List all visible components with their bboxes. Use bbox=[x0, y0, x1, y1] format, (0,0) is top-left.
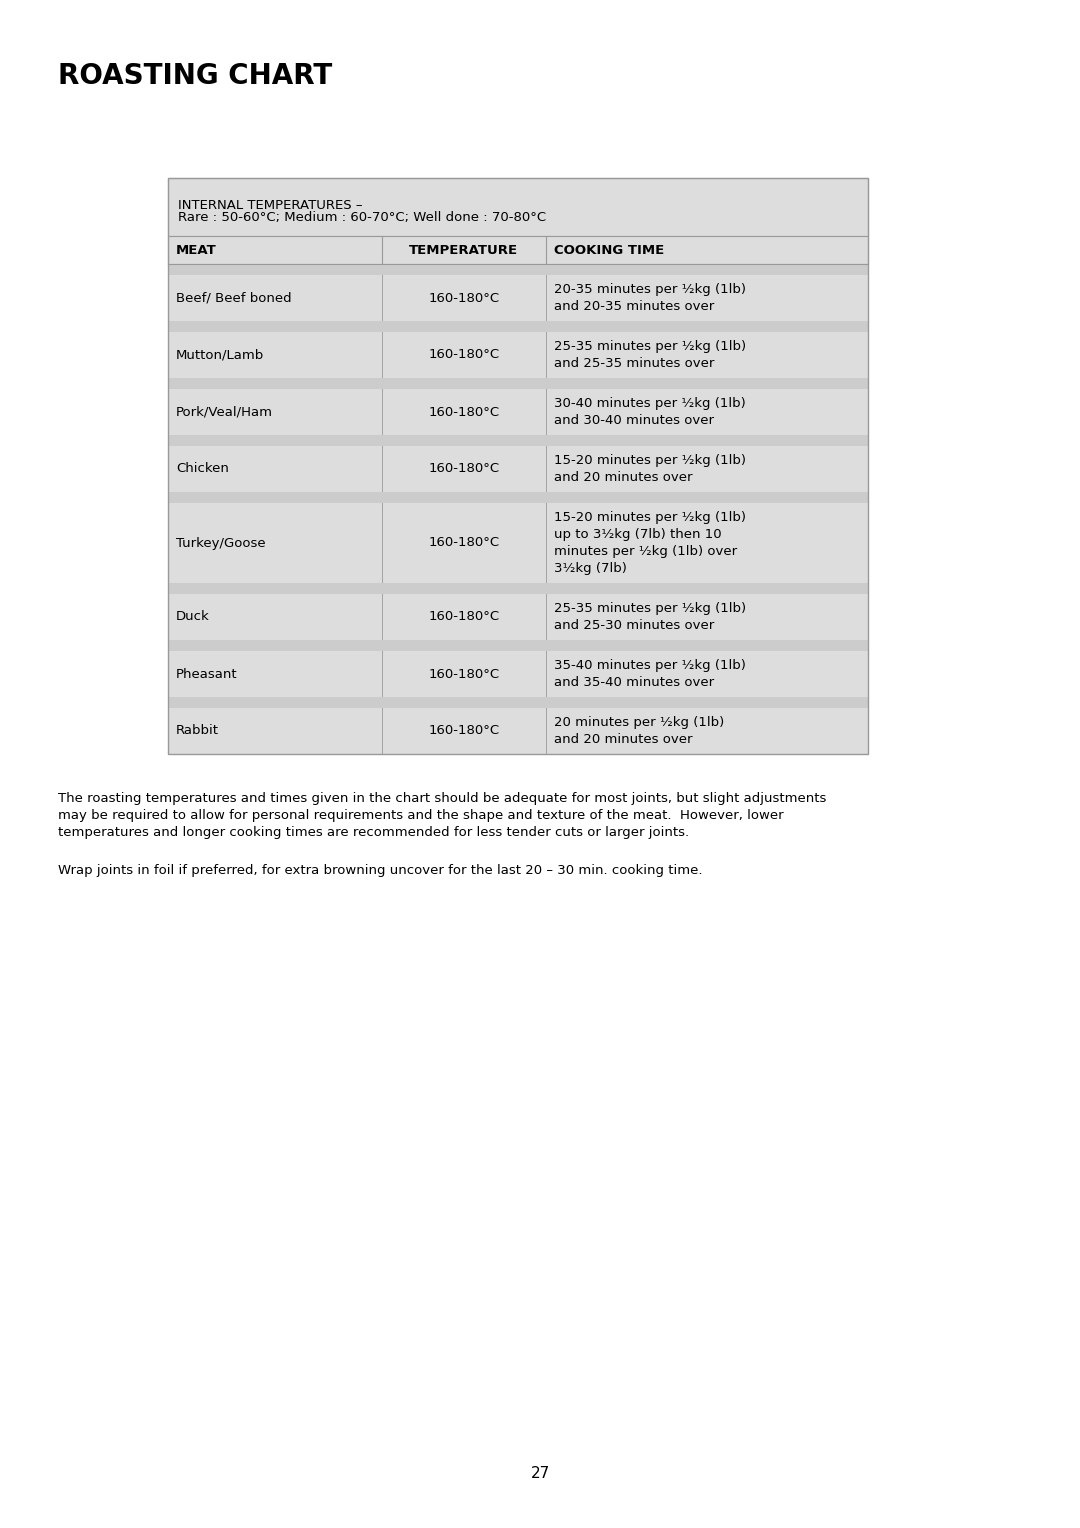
Text: 20 minutes per ½kg (1lb)
and 20 minutes over: 20 minutes per ½kg (1lb) and 20 minutes … bbox=[554, 717, 725, 746]
Bar bbox=[168, 651, 868, 697]
Bar bbox=[168, 594, 868, 640]
Bar bbox=[168, 707, 868, 753]
Text: INTERNAL TEMPERATURES –: INTERNAL TEMPERATURES – bbox=[178, 199, 363, 212]
Text: 20-35 minutes per ½kg (1lb)
and 20-35 minutes over: 20-35 minutes per ½kg (1lb) and 20-35 mi… bbox=[554, 283, 746, 313]
Text: 27: 27 bbox=[530, 1465, 550, 1481]
Text: Duck: Duck bbox=[176, 611, 210, 623]
Text: Mutton/Lamb: Mutton/Lamb bbox=[176, 348, 265, 362]
Bar bbox=[168, 321, 868, 332]
Bar bbox=[168, 332, 868, 377]
Text: TEMPERATURE: TEMPERATURE bbox=[409, 243, 518, 257]
Text: ROASTING CHART: ROASTING CHART bbox=[58, 63, 333, 90]
Bar bbox=[168, 264, 868, 275]
Text: 30-40 minutes per ½kg (1lb)
and 30-40 minutes over: 30-40 minutes per ½kg (1lb) and 30-40 mi… bbox=[554, 397, 746, 426]
Text: The roasting temperatures and times given in the chart should be adequate for mo: The roasting temperatures and times give… bbox=[58, 792, 826, 839]
Bar bbox=[168, 390, 868, 435]
Text: 15-20 minutes per ½kg (1lb)
up to 3½kg (7lb) then 10
minutes per ½kg (1lb) over
: 15-20 minutes per ½kg (1lb) up to 3½kg (… bbox=[554, 510, 746, 575]
Bar bbox=[168, 435, 868, 446]
Text: 160-180°C: 160-180°C bbox=[428, 463, 499, 475]
Bar bbox=[168, 503, 868, 584]
Bar bbox=[168, 177, 868, 753]
Bar bbox=[168, 177, 868, 235]
Text: Pheasant: Pheasant bbox=[176, 668, 238, 680]
Text: Wrap joints in foil if preferred, for extra browning uncover for the last 20 – 3: Wrap joints in foil if preferred, for ex… bbox=[58, 863, 702, 877]
Bar bbox=[168, 377, 868, 390]
Bar bbox=[168, 584, 868, 594]
Text: Pork/Veal/Ham: Pork/Veal/Ham bbox=[176, 405, 273, 419]
Bar bbox=[168, 492, 868, 503]
Text: Rabbit: Rabbit bbox=[176, 724, 219, 738]
Text: 160-180°C: 160-180°C bbox=[428, 292, 499, 304]
Bar bbox=[168, 697, 868, 707]
Text: 160-180°C: 160-180°C bbox=[428, 348, 499, 362]
Text: Beef/ Beef boned: Beef/ Beef boned bbox=[176, 292, 292, 304]
Text: MEAT: MEAT bbox=[176, 243, 217, 257]
Text: COOKING TIME: COOKING TIME bbox=[554, 243, 664, 257]
Text: Turkey/Goose: Turkey/Goose bbox=[176, 536, 266, 550]
Text: 35-40 minutes per ½kg (1lb)
and 35-40 minutes over: 35-40 minutes per ½kg (1lb) and 35-40 mi… bbox=[554, 659, 746, 689]
Text: 15-20 minutes per ½kg (1lb)
and 20 minutes over: 15-20 minutes per ½kg (1lb) and 20 minut… bbox=[554, 454, 746, 484]
Bar bbox=[168, 446, 868, 492]
Text: 160-180°C: 160-180°C bbox=[428, 724, 499, 738]
Text: 25-35 minutes per ½kg (1lb)
and 25-35 minutes over: 25-35 minutes per ½kg (1lb) and 25-35 mi… bbox=[554, 341, 746, 370]
Bar bbox=[168, 275, 868, 321]
Text: Rare : 50-60°C; Medium : 60-70°C; Well done : 70-80°C: Rare : 50-60°C; Medium : 60-70°C; Well d… bbox=[178, 211, 546, 225]
Text: 160-180°C: 160-180°C bbox=[428, 536, 499, 550]
Bar bbox=[168, 640, 868, 651]
Text: Chicken: Chicken bbox=[176, 463, 229, 475]
Text: 160-180°C: 160-180°C bbox=[428, 611, 499, 623]
Text: 160-180°C: 160-180°C bbox=[428, 668, 499, 680]
Bar bbox=[168, 235, 868, 264]
Text: 25-35 minutes per ½kg (1lb)
and 25-30 minutes over: 25-35 minutes per ½kg (1lb) and 25-30 mi… bbox=[554, 602, 746, 633]
Text: 160-180°C: 160-180°C bbox=[428, 405, 499, 419]
